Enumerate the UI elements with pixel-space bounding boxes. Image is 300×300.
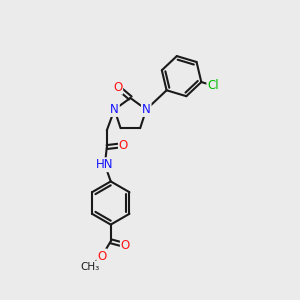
Text: N: N bbox=[142, 103, 151, 116]
Text: Cl: Cl bbox=[207, 79, 219, 92]
Text: HN: HN bbox=[96, 158, 114, 171]
Text: O: O bbox=[113, 81, 122, 94]
Text: O: O bbox=[97, 250, 106, 262]
Text: CH₃: CH₃ bbox=[80, 262, 100, 272]
Text: O: O bbox=[119, 139, 128, 152]
Text: O: O bbox=[121, 239, 130, 252]
Text: N: N bbox=[110, 103, 119, 116]
